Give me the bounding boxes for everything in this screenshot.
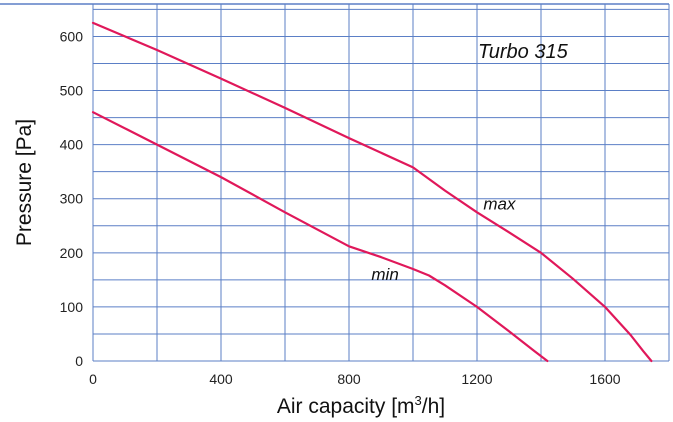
x-tick-label: 1600 bbox=[589, 371, 620, 387]
x-axis-title: Air capacity [m3/h] bbox=[277, 393, 445, 418]
y-tick-label: 500 bbox=[60, 83, 84, 99]
y-tick-label: 600 bbox=[60, 28, 84, 44]
x-axis-title-suffix: /h] bbox=[422, 395, 445, 418]
series-line-min bbox=[91, 111, 549, 363]
x-tick-labels: 0 400 800 1200 1600 bbox=[89, 371, 621, 387]
x-tick-label: 800 bbox=[337, 371, 361, 387]
series-label-max: max bbox=[483, 195, 516, 214]
x-tick-label: 400 bbox=[209, 371, 233, 387]
y-tick-label: 300 bbox=[60, 191, 84, 207]
y-tick-label: 0 bbox=[75, 353, 83, 369]
x-axis-title-main: Air capacity [m bbox=[277, 395, 415, 418]
x-tick-label: 0 bbox=[89, 371, 97, 387]
curves: max min bbox=[91, 21, 653, 363]
y-tick-labels: 0 100 200 300 400 500 600 bbox=[60, 28, 84, 369]
y-tick-label: 200 bbox=[60, 245, 84, 261]
y-axis-title: Pressure [Pa] bbox=[13, 119, 36, 246]
grid bbox=[0, 3, 670, 362]
series-label-min: min bbox=[371, 265, 398, 284]
y-tick-label: 100 bbox=[60, 299, 84, 315]
x-tick-label: 1200 bbox=[461, 371, 492, 387]
x-axis-title-superscript: 3 bbox=[415, 393, 422, 408]
chart-title: Turbo 315 bbox=[478, 41, 569, 63]
y-tick-label: 400 bbox=[60, 137, 84, 153]
series-line-max bbox=[91, 21, 653, 363]
